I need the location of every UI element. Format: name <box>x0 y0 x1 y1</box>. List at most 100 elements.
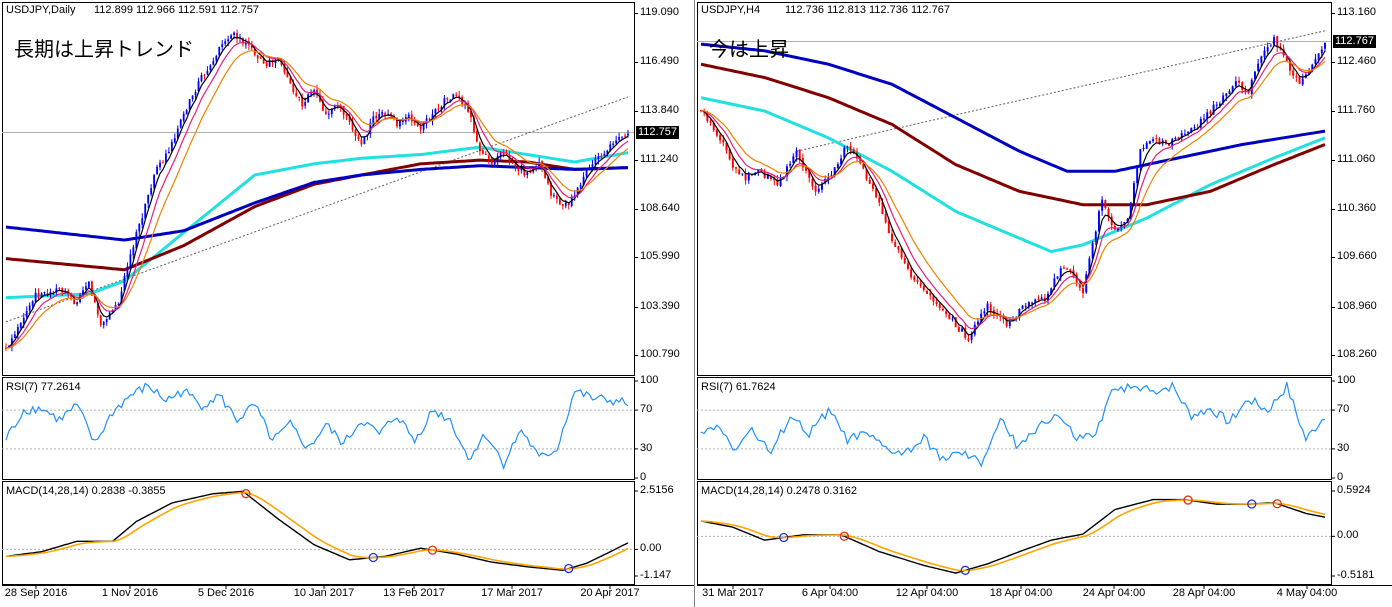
candle-body <box>1288 62 1291 71</box>
candle-body <box>212 60 215 65</box>
candle-body <box>1199 118 1202 128</box>
candle-body <box>135 232 138 249</box>
candle-body <box>28 305 31 311</box>
candle-body <box>1050 288 1053 295</box>
candle-body <box>82 290 84 296</box>
candle-body <box>123 275 126 291</box>
candle-body <box>526 172 529 176</box>
candle-body <box>709 121 712 123</box>
candle-body <box>153 174 156 188</box>
candle-body <box>964 328 967 338</box>
macd-bear-cross-marker <box>1183 495 1193 505</box>
macd-bull-cross-marker <box>1247 499 1257 509</box>
macd-bull-cross-marker <box>564 563 574 574</box>
rsi-pane-frame <box>697 377 1332 480</box>
candle-body <box>40 293 43 298</box>
candle-body <box>19 322 22 328</box>
candle-body <box>878 197 881 203</box>
candle-body <box>579 185 582 188</box>
macd-bear-cross-marker <box>1272 499 1282 509</box>
ma-navy-line <box>5 164 629 242</box>
candle-body <box>731 158 734 168</box>
candle-body <box>1031 302 1034 304</box>
chart-canvas <box>2 2 694 589</box>
candle-body <box>446 97 449 100</box>
h4-chart-window[interactable]: USDJPY,H4 112.736 112.813 112.736 112.767… <box>695 0 1392 607</box>
candle-body <box>570 197 573 206</box>
daily-chart-window[interactable]: USDJPY,Daily 112.899 112.966 112.591 112.… <box>0 0 694 607</box>
candle-body <box>1094 231 1097 243</box>
candle-body <box>1097 211 1100 232</box>
candle-body <box>1021 305 1024 309</box>
candle-body <box>324 111 327 114</box>
candle-body <box>1228 90 1231 94</box>
candle-body <box>215 56 218 61</box>
macd-bull-cross-marker <box>779 532 789 543</box>
candle-body <box>96 302 99 315</box>
time-axis-label: 10 Jan 2017 <box>293 587 355 599</box>
candle-body <box>16 327 19 335</box>
candle-body <box>1027 302 1030 306</box>
candle-body <box>256 55 259 59</box>
candle-body <box>567 202 570 206</box>
candle-body <box>1129 202 1132 220</box>
candle-body <box>621 136 623 138</box>
candle-body <box>1260 56 1263 63</box>
candle-body <box>502 152 505 156</box>
candle-body <box>741 173 744 175</box>
candle-body <box>476 131 478 142</box>
candle-body <box>434 108 437 114</box>
candle-body <box>458 95 461 98</box>
candle-body <box>1082 287 1085 294</box>
candle-body <box>188 99 191 110</box>
candle-body <box>747 173 750 181</box>
candle-body <box>416 123 419 127</box>
candle-body <box>779 178 782 186</box>
macd-axis-label: 0.5924 <box>1337 484 1371 496</box>
candle-body <box>1037 299 1040 301</box>
candle-body <box>162 162 164 164</box>
ma-maroon-line <box>5 158 629 272</box>
rsi-axis-label: 100 <box>640 374 659 386</box>
candle-body <box>1034 299 1037 303</box>
candle-body <box>1244 89 1247 92</box>
time-axis-label: 6 Apr 04:00 <box>801 587 859 599</box>
candle-body <box>165 153 167 163</box>
candle-body <box>1056 276 1059 279</box>
main-pane-frame <box>2 2 635 376</box>
chart-annotation: 今は上昇 <box>709 37 789 61</box>
candle-body <box>1292 70 1295 76</box>
time-axis-label: 1 Nov 2016 <box>101 587 159 599</box>
candle-body <box>824 179 827 184</box>
candle-body <box>881 202 884 214</box>
candle-body <box>194 92 197 96</box>
ma-orange-line <box>700 60 1326 320</box>
time-axis-label: 28 Apr 04:00 <box>1172 587 1236 599</box>
candle-body <box>722 139 725 143</box>
candle-body <box>520 169 523 171</box>
candle-body <box>919 282 922 286</box>
chart-annotation: 長期は上昇トレンド <box>14 37 194 61</box>
candle-body <box>612 143 615 146</box>
candle-body <box>159 162 161 168</box>
candle-body <box>1269 45 1272 47</box>
current-price-label: 112.767 <box>1333 35 1376 48</box>
candle-body <box>378 113 381 120</box>
ma-cyan-line <box>5 145 629 300</box>
price-axis-label: 108.960 <box>1337 300 1377 312</box>
candle-body <box>1206 112 1209 120</box>
candle-body <box>594 158 597 165</box>
candle-body <box>1040 297 1043 299</box>
candle-body <box>1117 228 1120 231</box>
candle-body <box>906 263 909 269</box>
candle-body <box>473 117 475 132</box>
candle-body <box>230 35 233 39</box>
candle-body <box>375 115 378 119</box>
candle-body <box>236 32 238 39</box>
candle-body <box>496 156 499 163</box>
chart-canvas <box>697 2 1392 589</box>
candle-body <box>1008 322 1011 326</box>
candle-body <box>396 118 398 127</box>
rsi-line <box>700 381 1326 468</box>
candle-body <box>922 285 925 290</box>
